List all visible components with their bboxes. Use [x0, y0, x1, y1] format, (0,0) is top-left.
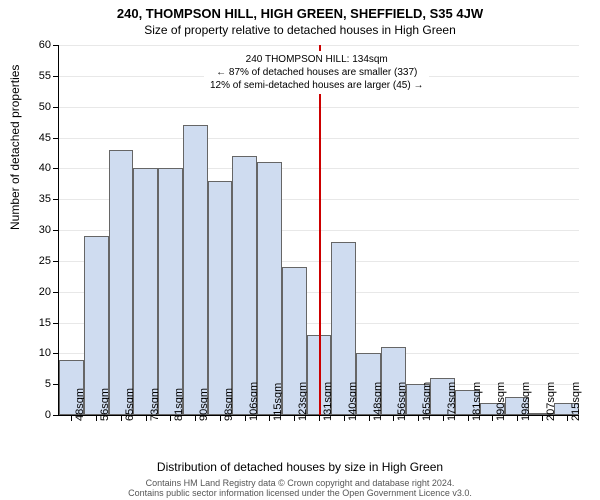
y-tick-label: 45 — [39, 132, 51, 144]
footer-line2: Contains public sector information licen… — [0, 488, 600, 498]
x-tick — [443, 415, 444, 421]
y-tick — [53, 230, 59, 231]
x-tick — [418, 415, 419, 421]
histogram-bar — [133, 168, 158, 415]
histogram-bar — [158, 168, 183, 415]
y-tick-label: 10 — [39, 347, 51, 359]
x-tick — [567, 415, 568, 421]
x-tick — [517, 415, 518, 421]
x-tick — [344, 415, 345, 421]
y-axis-label: Number of detached properties — [8, 65, 22, 230]
y-tick-label: 20 — [39, 286, 51, 298]
x-tick — [245, 415, 246, 421]
y-tick-label: 0 — [45, 409, 51, 421]
x-tick — [269, 415, 270, 421]
y-tick-label: 25 — [39, 255, 51, 267]
x-tick — [294, 415, 295, 421]
y-tick-label: 40 — [39, 162, 51, 174]
annotation-line1: 240 THOMPSON HILL: 134sqm — [210, 53, 423, 66]
x-tick — [468, 415, 469, 421]
x-tick — [319, 415, 320, 421]
annotation-line2: ← 87% of detached houses are smaller (33… — [210, 66, 423, 79]
address-title: 240, THOMPSON HILL, HIGH GREEN, SHEFFIEL… — [0, 0, 600, 21]
y-tick — [53, 353, 59, 354]
chart-container: 240, THOMPSON HILL, HIGH GREEN, SHEFFIEL… — [0, 0, 600, 500]
x-tick — [393, 415, 394, 421]
histogram-bar — [232, 156, 257, 415]
histogram-bar — [109, 150, 134, 415]
footer-line1: Contains HM Land Registry data © Crown c… — [0, 478, 600, 488]
y-tick — [53, 107, 59, 108]
x-tick-label: 215sqm — [570, 382, 582, 421]
x-tick — [146, 415, 147, 421]
x-tick — [369, 415, 370, 421]
subtitle: Size of property relative to detached ho… — [0, 21, 600, 37]
x-tick — [71, 415, 72, 421]
y-tick-label: 35 — [39, 193, 51, 205]
y-tick — [53, 292, 59, 293]
y-tick — [53, 138, 59, 139]
y-tick-label: 5 — [45, 378, 51, 390]
y-tick-label: 30 — [39, 224, 51, 236]
x-axis-label: Distribution of detached houses by size … — [0, 460, 600, 474]
y-tick-label: 15 — [39, 317, 51, 329]
histogram-bar — [183, 125, 208, 415]
annotation-box: 240 THOMPSON HILL: 134sqm ← 87% of detac… — [204, 51, 429, 94]
histogram-bar — [208, 181, 233, 415]
x-tick — [492, 415, 493, 421]
y-tick — [53, 415, 59, 416]
x-tick-label: 198sqm — [520, 382, 532, 421]
plot-area: 240 THOMPSON HILL: 134sqm ← 87% of detac… — [58, 45, 579, 416]
y-tick — [53, 261, 59, 262]
copyright-footer: Contains HM Land Registry data © Crown c… — [0, 478, 600, 498]
x-tick — [195, 415, 196, 421]
reference-line — [319, 45, 321, 415]
y-tick — [53, 323, 59, 324]
x-tick — [121, 415, 122, 421]
x-tick — [542, 415, 543, 421]
y-tick — [53, 76, 59, 77]
x-tick — [96, 415, 97, 421]
y-tick — [53, 45, 59, 46]
y-tick-label: 55 — [39, 70, 51, 82]
x-tick-label: 207sqm — [545, 382, 557, 421]
x-tick-label: 181sqm — [471, 382, 483, 421]
y-tick-label: 60 — [39, 39, 51, 51]
y-tick-label: 50 — [39, 101, 51, 113]
y-tick — [53, 168, 59, 169]
x-tick — [170, 415, 171, 421]
y-tick — [53, 199, 59, 200]
x-tick — [220, 415, 221, 421]
annotation-line3: 12% of semi-detached houses are larger (… — [210, 79, 423, 92]
histogram-bar — [257, 162, 282, 415]
